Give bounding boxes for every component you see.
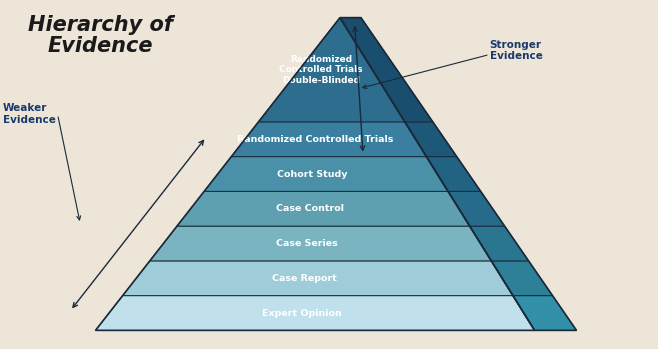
Polygon shape — [492, 261, 553, 296]
Polygon shape — [470, 226, 528, 261]
Polygon shape — [232, 122, 426, 157]
Text: Expert Opinion: Expert Opinion — [262, 309, 342, 318]
Polygon shape — [448, 191, 505, 226]
Polygon shape — [259, 18, 405, 122]
Text: Cohort Study: Cohort Study — [277, 170, 348, 178]
Polygon shape — [405, 122, 457, 157]
Text: Case Report: Case Report — [272, 274, 337, 283]
Polygon shape — [122, 261, 513, 296]
Text: Case Series: Case Series — [276, 239, 338, 248]
Polygon shape — [340, 18, 433, 122]
Polygon shape — [177, 191, 470, 226]
Text: Hierarchy of
Evidence: Hierarchy of Evidence — [28, 15, 173, 56]
Polygon shape — [513, 296, 576, 331]
Polygon shape — [150, 226, 492, 261]
Text: Weaker
Evidence: Weaker Evidence — [3, 103, 55, 125]
Text: Stronger
Evidence: Stronger Evidence — [490, 39, 543, 61]
Text: Case Control: Case Control — [276, 204, 343, 213]
Polygon shape — [95, 296, 534, 331]
Text: Randomized
Controlled Trials
Double-Blinded: Randomized Controlled Trials Double-Blin… — [279, 54, 363, 85]
Polygon shape — [426, 157, 481, 191]
Polygon shape — [204, 157, 448, 191]
Text: Randomized Controlled Trials: Randomized Controlled Trials — [237, 135, 393, 144]
